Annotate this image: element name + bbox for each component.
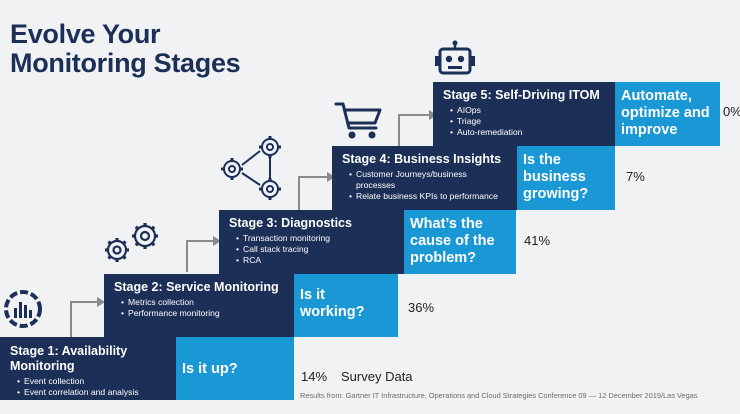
- stage-2-items: Metrics collection Performance monitorin…: [114, 297, 286, 319]
- connector-2-3: [186, 240, 216, 272]
- connector-arrowhead: [213, 236, 221, 246]
- stage-1-question-text: Is it up?: [182, 361, 238, 377]
- stage-4-items: Customer Journeys/business processes Rel…: [342, 169, 509, 202]
- list-item: Customer Journeys/business processes: [349, 169, 509, 191]
- stage-5-box: Stage 5: Self-Driving ITOM AIOps Triage …: [433, 82, 615, 146]
- stage-2-question-text: Is it working?: [300, 287, 365, 320]
- stage-2-title: Stage 2: Service Monitoring: [114, 280, 279, 294]
- shopping-cart-icon: [334, 100, 384, 142]
- list-item: Metrics collection: [121, 297, 286, 308]
- stage-4-box: Stage 4: Business Insights Customer Jour…: [332, 146, 517, 210]
- title-line-2: Monitoring Stages: [10, 48, 241, 78]
- stage-1-question: Is it up?: [176, 337, 294, 400]
- stage-4-question-text: Is the business growing?: [523, 152, 589, 202]
- stage-5-question: Automate, optimize and improve: [615, 82, 720, 146]
- stage-3-percent: 41%: [524, 233, 551, 248]
- list-item: Relate business KPIs to performance: [349, 191, 509, 202]
- stage-4-percent: 7%: [626, 169, 645, 184]
- stage-3-items: Transaction monitoring Call stack tracin…: [229, 233, 396, 266]
- connector-arrowhead: [327, 172, 335, 182]
- connector-1-2: [70, 301, 100, 337]
- list-item: Transaction monitoring: [236, 233, 396, 244]
- workflow-gears-icon: [218, 133, 288, 205]
- list-item: AIOps: [450, 105, 607, 116]
- connector-arrowhead: [97, 297, 105, 307]
- stage-1-percent: 14%: [301, 369, 328, 384]
- stage-1-box: Stage 1: Availability Monitoring Event c…: [0, 337, 176, 400]
- stage-2-percent: 36%: [408, 300, 435, 315]
- stage-2-box: Stage 2: Service Monitoring Metrics coll…: [104, 274, 294, 337]
- robot-icon: [434, 40, 476, 80]
- connector-4-5: [398, 114, 432, 146]
- stage-3-question-text: What’s the cause of the problem?: [410, 216, 495, 266]
- page-title: Evolve Your Monitoring Stages: [10, 20, 310, 78]
- list-item: RCA: [236, 255, 396, 266]
- stage-5-title: Stage 5: Self-Driving ITOM: [443, 88, 600, 102]
- list-item: Event collection: [17, 376, 168, 387]
- gears-icon: [101, 220, 165, 268]
- list-item: Auto-remediation: [450, 127, 607, 138]
- source-footer: Results from: Gartner IT Infrastructure,…: [300, 391, 698, 400]
- stage-4-title: Stage 4: Business Insights: [342, 152, 502, 166]
- list-item: Event correlation and analysis: [17, 387, 168, 398]
- title-line-1: Evolve Your: [10, 19, 161, 49]
- list-item: Performance monitoring: [121, 308, 286, 319]
- stage-2-question: Is it working?: [294, 274, 398, 337]
- stage-4-question: Is the business growing?: [517, 146, 615, 210]
- stage-3-title: Stage 3: Diagnostics: [229, 216, 352, 230]
- stage-5-items: AIOps Triage Auto-remediation: [443, 105, 607, 138]
- stage-1-title: Stage 1: Availability Monitoring: [10, 344, 128, 373]
- stage-5-question-text: Automate, optimize and improve: [621, 88, 710, 138]
- stage-5-percent: 0%: [723, 104, 740, 119]
- stage-3-box: Stage 3: Diagnostics Transaction monitor…: [219, 210, 404, 274]
- pulse-chart-icon: [2, 288, 44, 330]
- stage-3-question: What’s the cause of the problem?: [404, 210, 516, 274]
- stage-1-items: Event collection Event correlation and a…: [10, 376, 168, 398]
- connector-3-4: [298, 176, 330, 210]
- list-item: Triage: [450, 116, 607, 127]
- survey-label: Survey Data: [341, 369, 413, 384]
- list-item: Call stack tracing: [236, 244, 396, 255]
